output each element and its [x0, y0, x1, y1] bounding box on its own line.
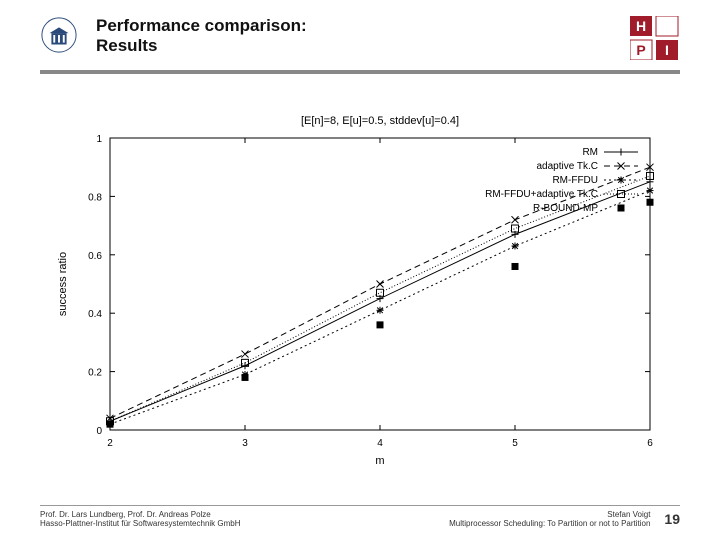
svg-text:[E[n]=8, E[u]=0.5, stddev[u]=0: [E[n]=8, E[u]=0.5, stddev[u]=0.4] — [301, 115, 459, 127]
svg-text:H: H — [636, 18, 646, 34]
svg-text:P: P — [636, 42, 645, 58]
footer-institute: Hasso-Plattner-Institut für Softwaresyst… — [40, 519, 241, 528]
svg-text:adaptive Tk.C: adaptive Tk.C — [536, 161, 598, 172]
svg-text:0.2: 0.2 — [88, 368, 102, 379]
svg-text:m: m — [375, 455, 384, 467]
svg-text:RM: RM — [582, 147, 598, 158]
svg-text:0.4: 0.4 — [88, 309, 102, 320]
svg-text:6: 6 — [647, 438, 653, 449]
svg-text:R-BOUND-MP: R-BOUND-MP — [533, 203, 598, 214]
chart: [E[n]=8, E[u]=0.5, stddev[u]=0.4] 2 3 4 5 6 0 0… — [50, 110, 670, 470]
footer: Prof. Dr. Lars Lundberg, Prof. Dr. Andre… — [40, 505, 680, 528]
hpi-logo: H I P — [630, 16, 680, 60]
footer-left: Prof. Dr. Lars Lundberg, Prof. Dr. Andre… — [40, 510, 241, 528]
svg-text:5: 5 — [512, 438, 518, 449]
svg-text:success ratio: success ratio — [57, 252, 69, 316]
svg-text:1: 1 — [96, 134, 102, 145]
svg-text:I: I — [665, 42, 669, 58]
svg-text:2: 2 — [107, 438, 113, 449]
title-block: Performance comparison: Results — [96, 16, 612, 57]
title-line-2: Results — [96, 36, 612, 56]
svg-text:RM-FFDU+adaptive Tk.C: RM-FFDU+adaptive Tk.C — [485, 189, 598, 200]
header: Performance comparison: Results H I P — [0, 0, 720, 60]
footer-talk-title: Multiprocessor Scheduling: To Partition … — [449, 519, 650, 528]
title-line-1: Performance comparison: — [96, 16, 612, 36]
svg-text:4: 4 — [377, 438, 383, 449]
svg-text:RM-FFDU: RM-FFDU — [552, 175, 598, 186]
page-number: 19 — [664, 511, 680, 527]
svg-text:0.8: 0.8 — [88, 192, 102, 203]
university-logo — [40, 16, 78, 54]
footer-speaker: Stefan Voigt — [449, 510, 650, 519]
footer-authors: Prof. Dr. Lars Lundberg, Prof. Dr. Andre… — [40, 510, 241, 519]
footer-right: Stefan Voigt Multiprocessor Scheduling: … — [449, 510, 650, 528]
svg-text:0: 0 — [96, 426, 102, 437]
svg-text:3: 3 — [242, 438, 248, 449]
svg-text:0.6: 0.6 — [88, 251, 102, 262]
footer-right-wrap: Stefan Voigt Multiprocessor Scheduling: … — [449, 510, 680, 528]
slide: Performance comparison: Results H I P [E[n… — [0, 0, 720, 540]
header-rule — [40, 70, 680, 74]
